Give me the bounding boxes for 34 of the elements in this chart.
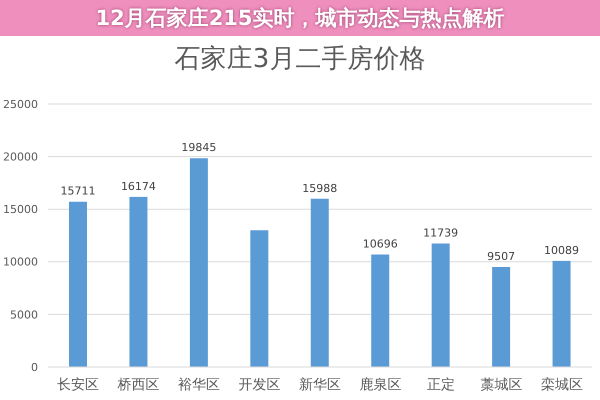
x-tick-label: 藁城区	[480, 376, 522, 393]
bar	[310, 198, 329, 367]
bar	[492, 266, 510, 367]
bar	[129, 196, 148, 367]
y-tick-label: 5000	[10, 308, 38, 322]
data-label: 15711	[60, 184, 96, 198]
bar	[371, 254, 390, 367]
bar	[190, 158, 208, 367]
data-label: 19845	[181, 141, 216, 154]
data-label: 15988	[302, 182, 338, 195]
x-tick-label: 栾城区	[540, 376, 583, 393]
data-label: 10696	[362, 237, 398, 250]
chart-title: 石家庄3月二手房价格	[174, 43, 426, 76]
y-tick-label: 25000	[3, 98, 38, 111]
data-label: 11739	[423, 226, 458, 240]
x-tick-label: 新华区	[299, 376, 341, 393]
text: 12月石家庄215实时，城市动态与热点解析	[95, 5, 505, 32]
x-tick-label: 桥西区	[116, 376, 160, 393]
data-label: 10089	[544, 244, 580, 257]
bar	[552, 260, 571, 367]
x-tick-label: 正定	[426, 376, 455, 393]
y-tick-label: 0	[31, 360, 38, 374]
bar	[69, 202, 87, 367]
y-tick-label: 15000	[3, 203, 38, 216]
y-tick-label: 20000	[3, 150, 38, 164]
data-label: 16174	[120, 180, 156, 193]
x-tick-label: 裕华区	[178, 376, 220, 393]
x-tick-label: 开发区	[238, 376, 281, 393]
y-tick-label: 10000	[3, 256, 38, 269]
x-tick-label: 长安区	[57, 376, 100, 393]
x-tick-label: 鹿泉区	[359, 376, 402, 393]
data-label: 9507	[487, 250, 516, 263]
bar	[250, 230, 268, 367]
bar	[432, 244, 450, 367]
